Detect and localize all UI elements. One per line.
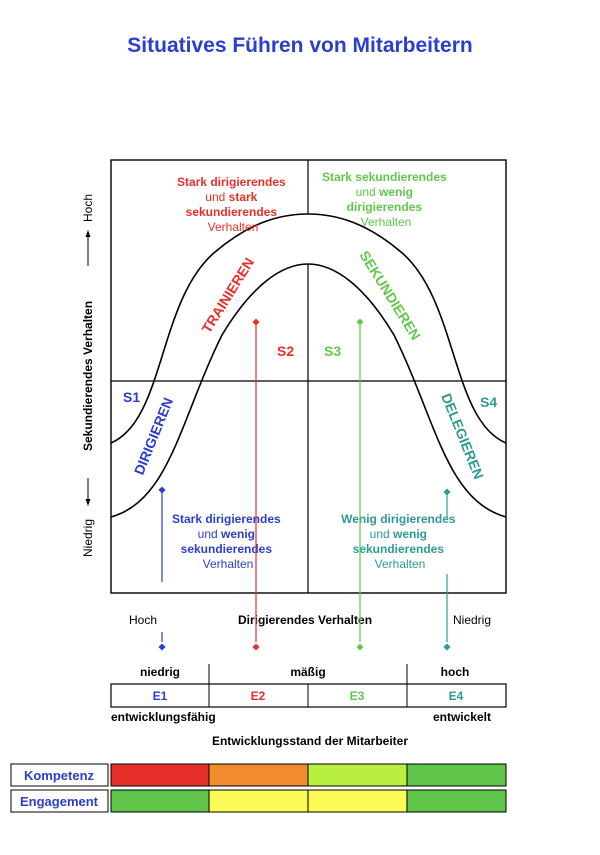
stage-e3: E3 xyxy=(350,689,365,703)
quadrant-top-right-text: Stark sekundierendes und wenig dirigiere… xyxy=(322,170,450,229)
x-axis-high-label: Hoch xyxy=(129,613,157,627)
x-axis-low-label: Niedrig xyxy=(453,613,491,627)
style-code-s4: S4 xyxy=(480,394,497,410)
kompetenz-cell-4 xyxy=(406,763,507,787)
level-low: niedrig xyxy=(140,665,180,679)
bell-curve-outer xyxy=(111,213,506,444)
bell-curve-inner xyxy=(111,263,506,518)
quadrant-top-left-text: Stark dirigierendes und stark sekundiere… xyxy=(177,175,289,234)
dropline-e1 xyxy=(158,486,166,651)
style-code-s1: S1 xyxy=(123,389,140,405)
x-axis-title: Dirigierendes Verhalten xyxy=(238,613,372,627)
y-axis-high-label: Hoch xyxy=(81,194,95,222)
kompetenz-cell-2 xyxy=(208,763,309,787)
stage-e4: E4 xyxy=(449,689,464,703)
row-label-kompetenz-box xyxy=(10,763,109,787)
y-axis-down-arrow-head xyxy=(85,499,91,506)
stage-e2: E2 xyxy=(251,689,266,703)
engagement-cell-2 xyxy=(208,789,309,813)
page-title: Situatives Führen von Mitarbeitern xyxy=(127,34,473,57)
row-label-kompetenz: Kompetenz xyxy=(24,768,95,783)
kompetenz-cell-3 xyxy=(307,763,408,787)
stage-axis-label: Entwicklungsstand der Mitarbeiter xyxy=(212,734,408,748)
engagement-cell-4 xyxy=(406,789,507,813)
quadrant-bottom-right-text: Wenig dirigierendes und wenig sekundiere… xyxy=(341,512,459,571)
y-axis-up-arrow-head xyxy=(85,230,91,237)
stage-e1: E1 xyxy=(153,689,168,703)
row-label-engagement: Engagement xyxy=(20,794,99,809)
style-label-dirigieren: DIRIGIEREN xyxy=(131,395,176,477)
row-label-engagement-box xyxy=(10,789,109,813)
dropline-e2 xyxy=(252,318,260,651)
style-label-trainieren: TRAINIEREN xyxy=(198,255,257,336)
quadrant-bottom-left-text: Stark dirigierendes und wenig sekundiere… xyxy=(172,512,284,571)
dropline-e3 xyxy=(356,318,364,651)
dropline-e4 xyxy=(443,488,451,651)
kompetenz-cell-1 xyxy=(110,763,210,787)
level-mid: mäßig xyxy=(290,665,325,679)
stage-end-left: entwicklungsfähig xyxy=(111,710,216,724)
stage-end-right: entwickelt xyxy=(433,710,491,724)
style-code-s3: S3 xyxy=(324,343,341,359)
y-axis-low-label: Niedrig xyxy=(81,519,95,557)
style-code-s2: S2 xyxy=(277,343,294,359)
level-high: hoch xyxy=(441,665,470,679)
engagement-cell-1 xyxy=(110,789,210,813)
y-axis-title: Sekundierendes Verhalten xyxy=(81,301,95,451)
engagement-cell-3 xyxy=(307,789,408,813)
bell-curve xyxy=(111,213,506,518)
